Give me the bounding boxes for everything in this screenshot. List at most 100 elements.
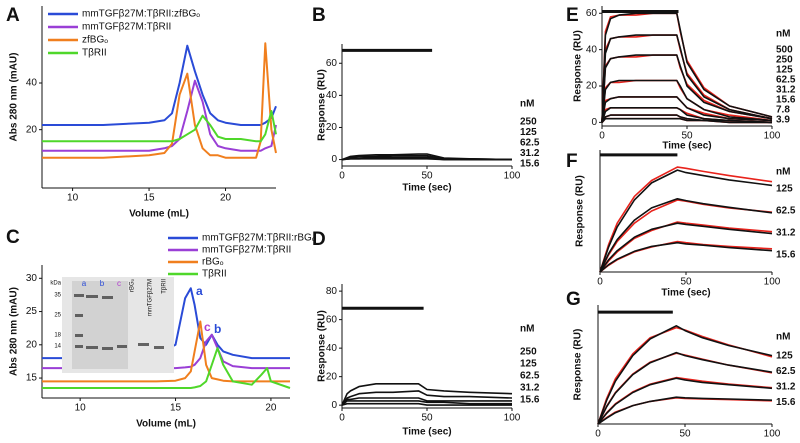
panel: B 0 50 100 0 20 40 60 Time (sec) Response (RU) nM 2… bbox=[312, 5, 540, 194]
panel-letter: F bbox=[566, 151, 578, 172]
y-tick-label: 20 bbox=[586, 81, 598, 92]
panel-letter: C bbox=[6, 227, 20, 248]
series-line bbox=[597, 396, 773, 425]
series-line bbox=[42, 110, 277, 143]
x-tick-label: 100 bbox=[764, 277, 781, 288]
gel-band bbox=[75, 334, 83, 337]
panel-letter: D bbox=[312, 229, 326, 250]
legend-label: rBGₒ bbox=[202, 257, 224, 268]
x-axis-title: Volume (mL) bbox=[129, 209, 189, 220]
y-tick-label: 20 bbox=[26, 124, 38, 135]
y-tick-label: 0 bbox=[591, 117, 597, 128]
y-tick-label: 40 bbox=[26, 78, 38, 89]
series-line bbox=[599, 241, 773, 273]
series-line bbox=[341, 158, 512, 161]
y-tick-label: 40 bbox=[326, 90, 338, 101]
conc-label: 62.5 bbox=[520, 371, 540, 382]
y-tick-label: 80 bbox=[326, 286, 338, 297]
series-line bbox=[601, 79, 773, 123]
panel-letter: A bbox=[6, 5, 20, 26]
legend-label: TβRII bbox=[202, 269, 227, 280]
conc-label: 500 bbox=[776, 45, 793, 56]
legend-label: zfBGₒ bbox=[82, 35, 108, 46]
x-tick-label: 0 bbox=[339, 171, 345, 182]
y-tick-label: 25 bbox=[26, 306, 38, 317]
x-tick-label: 100 bbox=[764, 429, 781, 440]
y-tick-label: 0 bbox=[331, 400, 337, 411]
series-line bbox=[42, 79, 277, 152]
x-axis-title: Time (sec) bbox=[661, 288, 710, 299]
x-tick-label: 15 bbox=[170, 403, 182, 414]
conc-label: 125 bbox=[776, 65, 793, 76]
conc-unit: nM bbox=[776, 29, 790, 40]
series-line bbox=[597, 325, 773, 425]
legend-label: TβRII bbox=[82, 48, 107, 59]
y-axis-title: Abs 280 nm (mAU) bbox=[9, 53, 20, 142]
series-line bbox=[42, 44, 277, 126]
y-tick-label: 40 bbox=[586, 44, 598, 55]
x-tick-label: 10 bbox=[75, 403, 87, 414]
conc-label: 31.2 bbox=[520, 148, 540, 159]
gel-band bbox=[75, 345, 83, 348]
conc-unit: nM bbox=[520, 99, 534, 110]
conc-label: 15.6 bbox=[776, 250, 796, 261]
conc-label: 62.5 bbox=[776, 75, 796, 86]
series-line bbox=[597, 351, 773, 425]
x-tick-label: 0 bbox=[599, 131, 605, 142]
conc-label: 250 bbox=[776, 55, 793, 66]
x-tick-label: 15 bbox=[143, 193, 155, 204]
conc-label: 7.8 bbox=[776, 105, 790, 116]
gel-lane-label: c bbox=[117, 279, 121, 288]
y-tick-label: 40 bbox=[326, 343, 338, 354]
y-tick-label: 60 bbox=[326, 314, 338, 325]
conc-label: 250 bbox=[520, 347, 537, 358]
conc-label: 31.2 bbox=[776, 228, 796, 239]
panel: E 0 50 100 0 20 40 60 Time (sec) Response (RU) nM 5… bbox=[566, 5, 796, 152]
panel: F 0 50 100 Time (sec) Response (RU) nM 125 62.5 3… bbox=[566, 150, 796, 299]
x-tick-label: 0 bbox=[595, 429, 601, 440]
gel-band bbox=[75, 314, 83, 317]
panel: A 10 15 20 20 40 Volume (mL) Abs 280 nm (mAU) mm… bbox=[6, 5, 277, 220]
series-line bbox=[599, 166, 773, 273]
gel-lane-label: mmTGFβ27M bbox=[148, 279, 154, 316]
y-tick-label: 60 bbox=[586, 8, 598, 19]
gel-lane-label: TβRII bbox=[162, 279, 168, 294]
x-axis-title: Time (sec) bbox=[662, 141, 711, 152]
gel-band bbox=[154, 346, 164, 349]
peak-label: c bbox=[204, 320, 211, 334]
y-axis-title: Response (RU) bbox=[317, 310, 328, 382]
conc-label: 125 bbox=[520, 127, 537, 138]
gel-marker-label: 25 bbox=[54, 313, 61, 319]
x-tick-label: 50 bbox=[679, 429, 691, 440]
conc-unit: nM bbox=[776, 167, 790, 178]
y-tick-label: 20 bbox=[326, 122, 338, 133]
series-line bbox=[42, 347, 291, 389]
conc-label: 15.6 bbox=[776, 397, 796, 408]
legend-label: mmTGFβ27M:TβRII:rBGₒ bbox=[202, 233, 316, 244]
series-line bbox=[597, 397, 773, 425]
series-line bbox=[341, 400, 512, 406]
legend-label: mmTGFβ27M:TβRII bbox=[202, 245, 291, 256]
legend-label: mmTGFβ27M:TβRII bbox=[82, 22, 171, 33]
gel-band bbox=[102, 296, 113, 299]
series-line bbox=[601, 34, 773, 123]
y-tick-label: 0 bbox=[331, 154, 337, 165]
y-tick-label: 20 bbox=[326, 371, 338, 382]
x-tick-label: 100 bbox=[764, 131, 781, 142]
conc-label: 125 bbox=[520, 359, 537, 370]
series-line bbox=[341, 402, 512, 406]
conc-label: 62.5 bbox=[776, 206, 796, 217]
gel-band bbox=[138, 343, 149, 346]
x-tick-label: 100 bbox=[504, 413, 521, 424]
y-axis-title: Response (RU) bbox=[573, 30, 584, 102]
gel-marker-label: 18 bbox=[54, 333, 61, 339]
series-line bbox=[599, 198, 773, 273]
x-axis-title: Volume (mL) bbox=[136, 419, 196, 430]
series-line bbox=[341, 397, 512, 406]
series-line bbox=[42, 42, 277, 159]
series-line bbox=[601, 34, 773, 123]
series-line bbox=[42, 320, 290, 383]
conc-label: 31.2 bbox=[776, 382, 796, 393]
series-line bbox=[341, 383, 513, 406]
x-axis-title: Time (sec) bbox=[402, 427, 451, 438]
